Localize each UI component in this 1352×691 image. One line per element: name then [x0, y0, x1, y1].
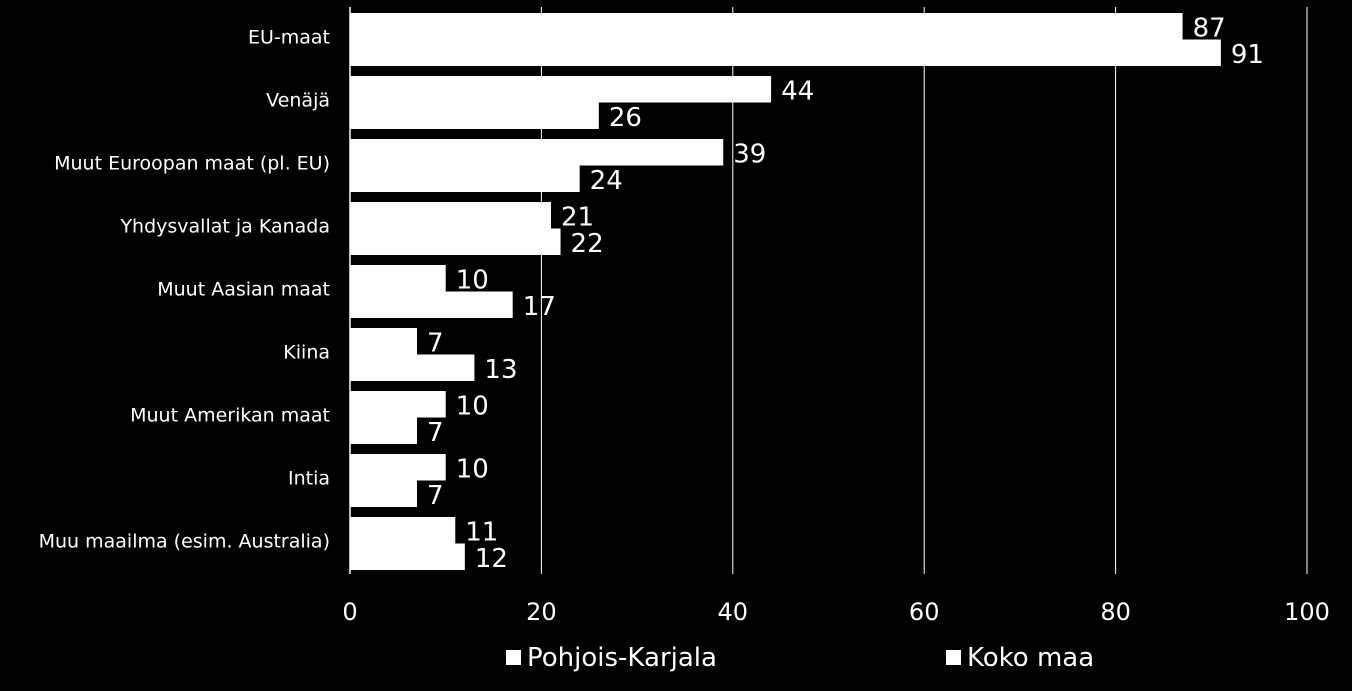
data-label-series-1: 44 [781, 77, 814, 107]
bar-series-2 [350, 228, 561, 255]
x-tick-label: 100 [1284, 598, 1330, 626]
data-label-series-1: 7 [427, 329, 444, 359]
x-tick-label: 20 [526, 598, 557, 626]
bars [350, 13, 1221, 570]
x-tick-label: 80 [1100, 598, 1131, 626]
category-label: Venäjä [266, 90, 330, 112]
bar-series-2 [350, 417, 417, 444]
bar-series-1 [350, 13, 1183, 40]
data-label-series-2: 7 [427, 418, 444, 448]
legend-label-series-1: Pohjois-Karjala [527, 643, 717, 673]
x-tick-label: 60 [909, 598, 940, 626]
category-label: Muut Amerikan maat [130, 405, 330, 427]
bar-series-2 [350, 543, 465, 570]
category-label: Muut Aasian maat [157, 279, 330, 301]
category-label: EU-maat [248, 27, 330, 49]
data-label-series-2: 22 [571, 229, 604, 259]
legend: Pohjois-Karjala Koko maa [506, 643, 1094, 673]
data-label-series-2: 24 [590, 166, 623, 196]
bar-series-1 [350, 391, 446, 418]
category-labels: EU-maat Venäjä Muut Euroopan maat (pl. EU)… [39, 27, 330, 553]
data-label-series-1: 87 [1193, 14, 1226, 44]
bar-series-1 [350, 202, 551, 229]
bar-series-2 [350, 291, 513, 318]
data-label-series-1: 39 [733, 140, 766, 170]
bar-series-1 [350, 517, 456, 544]
data-label-series-1: 11 [465, 518, 498, 548]
data-label-series-1: 10 [456, 455, 489, 485]
bar-series-2 [350, 165, 580, 192]
bar-series-1 [350, 265, 446, 292]
bar-series-2 [350, 102, 599, 129]
legend-label-series-2: Koko maa [967, 643, 1094, 673]
legend-swatch-series-2 [946, 650, 961, 665]
data-label-series-2: 13 [484, 355, 517, 385]
data-label-series-2: 17 [523, 292, 556, 322]
category-label: Yhdysvallat ja Kanada [119, 216, 330, 238]
category-label: Kiina [283, 342, 330, 364]
category-label: Intia [288, 468, 330, 490]
data-label-series-2: 91 [1231, 40, 1264, 70]
legend-swatch-series-1 [506, 650, 521, 665]
bar-series-2 [350, 354, 475, 381]
category-label: Muut Euroopan maat (pl. EU) [54, 153, 330, 175]
bar-series-1 [350, 139, 724, 166]
data-label-series-1: 21 [561, 203, 594, 233]
bar-series-2 [350, 39, 1221, 66]
bar-series-1 [350, 76, 772, 103]
bar-series-1 [350, 454, 446, 481]
x-axis-tick-labels: 0 20 40 60 80 100 [342, 598, 1330, 626]
x-tick-label: 0 [342, 598, 357, 626]
data-label-series-2: 26 [609, 103, 642, 133]
data-label-series-1: 10 [456, 392, 489, 422]
bar-series-1 [350, 328, 417, 355]
data-label-series-1: 10 [456, 266, 489, 296]
x-tick-label: 40 [718, 598, 749, 626]
category-label: Muu maailma (esim. Australia) [39, 531, 330, 553]
data-label-series-2: 12 [475, 544, 508, 574]
bar-series-2 [350, 480, 417, 507]
data-label-series-2: 7 [427, 481, 444, 511]
